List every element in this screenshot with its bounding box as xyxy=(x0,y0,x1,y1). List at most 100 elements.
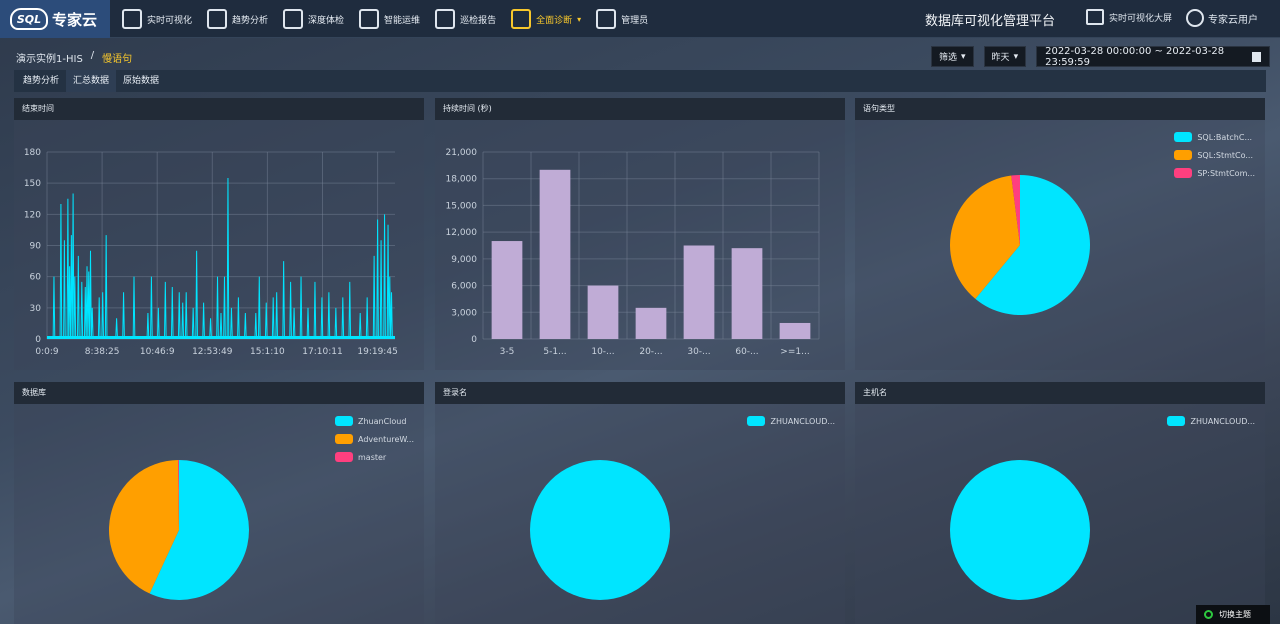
y-tick-label: 30 xyxy=(30,304,42,314)
date-range-picker[interactable]: 2022-03-28 00:00:00 ~ 2022-03-28 23:59:5… xyxy=(1036,45,1271,68)
main-nav: 实时可视化 趋势分析 深度体检 智能运维 巡检报告 全面诊断 ▾ 管理员 xyxy=(122,0,663,38)
sub-tabs: 趋势分析 汇总数据 原始数据 xyxy=(14,70,1266,92)
panel-login: 登录名 ZHUANCLOUD... xyxy=(435,382,845,624)
legend-label: ZHUANCLOUD... xyxy=(770,416,835,426)
nav-item-3[interactable]: 智能运维 xyxy=(359,9,420,29)
user-menu[interactable]: 专家云用户 xyxy=(1186,9,1258,27)
pie-slice[interactable] xyxy=(178,460,179,530)
period-label: 昨天 xyxy=(991,53,1010,63)
bigscreen-link[interactable]: 实时可视化大屏 xyxy=(1086,9,1172,25)
tab-2[interactable]: 原始数据 xyxy=(123,76,160,86)
nav-item-0[interactable]: 实时可视化 xyxy=(122,9,192,29)
legend-item[interactable]: ZHUANCLOUD... xyxy=(747,416,835,426)
panel-title: 数据库 xyxy=(14,382,424,404)
pie-slice[interactable] xyxy=(1011,175,1020,245)
filter-bar: 筛选 ▾ 昨天 ▾ 2022-03-28 00:00:00 ~ 2022-03-… xyxy=(931,45,1271,68)
diagnosis-icon xyxy=(511,9,532,29)
x-tick-label: 8:38:25 xyxy=(85,347,120,357)
brand-name: 专家云 xyxy=(52,10,98,29)
pie-slice[interactable] xyxy=(975,175,1090,315)
legend-item[interactable]: SQL:BatchC... xyxy=(1174,132,1255,142)
monitor-icon xyxy=(1086,9,1104,25)
nav-item-6[interactable]: 管理员 xyxy=(596,9,648,29)
panel-database: 数据库 ZhuanCloud AdventureW... master xyxy=(14,382,424,624)
y-tick-label: 3,000 xyxy=(451,308,477,318)
x-tick-label: 5-1... xyxy=(543,347,566,357)
y-tick-label: 9,000 xyxy=(451,255,477,265)
period-dropdown[interactable]: 昨天 ▾ xyxy=(983,46,1027,67)
duration-bar[interactable] xyxy=(779,322,811,339)
date-range-value: 2022-03-28 00:00:00 ~ 2022-03-28 23:59:5… xyxy=(1045,45,1225,68)
nav-item-label: 全面诊断 xyxy=(536,15,573,26)
end-time-series-line xyxy=(47,177,395,338)
y-tick-label: 6,000 xyxy=(451,282,477,292)
panel-title: 登录名 xyxy=(435,382,845,404)
login-legend: ZHUANCLOUD... xyxy=(747,416,835,426)
nav-item-1[interactable]: 趋势分析 xyxy=(207,9,268,29)
chevron-down-icon: ▾ xyxy=(961,51,966,62)
baseline-band xyxy=(47,336,395,339)
tab-0[interactable]: 趋势分析 xyxy=(23,76,60,86)
theme-toggle-button[interactable]: 切换主题 xyxy=(1196,605,1270,624)
legend-item[interactable]: SP:StmtCom... xyxy=(1174,168,1255,178)
nav-item-4[interactable]: 巡检报告 xyxy=(435,9,496,29)
legend-swatch xyxy=(335,452,353,462)
x-tick-label: 0:0:9 xyxy=(35,347,59,357)
x-tick-label: 10-... xyxy=(591,347,614,357)
legend-item[interactable]: ZhuanCloud xyxy=(335,416,414,426)
x-tick-label: 3-5 xyxy=(500,347,515,357)
pie-slice[interactable] xyxy=(109,460,179,594)
nav-item-label: 巡检报告 xyxy=(460,15,497,26)
chevron-down-icon: ▾ xyxy=(577,14,582,24)
statement-type-legend: SQL:BatchC... SQL:StmtCo... SP:StmtCom... xyxy=(1174,132,1255,178)
duration-bar[interactable] xyxy=(491,241,523,339)
legend-item[interactable]: AdventureW... xyxy=(335,434,414,444)
duration-bar[interactable] xyxy=(587,285,619,339)
panel-host: 主机名 ZHUANCLOUD... xyxy=(855,382,1265,624)
legend-label: ZhuanCloud xyxy=(358,416,407,426)
x-tick-label: 10:46:9 xyxy=(140,347,175,357)
filter-dropdown[interactable]: 筛选 ▾ xyxy=(931,46,974,67)
host-legend: ZHUANCLOUD... xyxy=(1167,416,1255,426)
duration-bar[interactable] xyxy=(635,307,667,339)
y-tick-label: 21,000 xyxy=(446,148,478,158)
pie-slice[interactable] xyxy=(950,460,1090,600)
x-tick-label: 15:1:10 xyxy=(250,347,285,357)
nav-item-5[interactable]: 全面诊断 ▾ xyxy=(511,9,581,29)
duration-bar[interactable] xyxy=(731,248,763,339)
legend-swatch xyxy=(747,416,766,426)
legend-label: SQL:BatchC... xyxy=(1197,132,1253,142)
breadcrumb-separator: / xyxy=(90,50,95,61)
y-tick-label: 18,000 xyxy=(446,175,478,185)
y-tick-label: 120 xyxy=(24,210,41,220)
y-tick-label: 0 xyxy=(35,335,41,345)
tab-1[interactable]: 汇总数据 xyxy=(66,70,117,92)
pie-slice[interactable] xyxy=(950,175,1020,299)
legend-item[interactable]: SQL:StmtCo... xyxy=(1174,150,1255,160)
calendar-icon[interactable] xyxy=(1251,51,1262,62)
x-tick-label: 60-... xyxy=(735,347,758,357)
user-label: 专家云用户 xyxy=(1208,14,1258,26)
nav-item-2[interactable]: 深度体检 xyxy=(283,9,344,29)
pie-slice[interactable] xyxy=(530,460,670,600)
legend-item[interactable]: ZHUANCLOUD... xyxy=(1167,416,1255,426)
y-tick-label: 12,000 xyxy=(446,228,478,238)
panel-end-time: 结束时间 0 30 60 90 120 150 180 0:0:9 8:38:25 10:46:9… xyxy=(14,98,424,370)
duration-bar[interactable] xyxy=(539,169,571,339)
breadcrumb-instance[interactable]: 演示实例1-HIS xyxy=(16,54,83,65)
x-tick-label: 19:19:45 xyxy=(357,347,397,357)
top-navigation-bar: SQL 专家云 实时可视化 趋势分析 深度体检 智能运维 巡检报告 全面诊断 ▾ 管理员 数据… xyxy=(0,0,1280,38)
nav-item-label: 实时可视化 xyxy=(147,15,193,26)
breadcrumb-current: 慢语句 xyxy=(102,54,133,65)
nav-item-label: 智能运维 xyxy=(384,15,421,26)
legend-item[interactable]: master xyxy=(335,452,414,462)
duration-bar[interactable] xyxy=(683,245,715,340)
brand-logo[interactable]: SQL 专家云 xyxy=(0,0,110,38)
panel-title: 持续时间 (秒) xyxy=(435,98,845,120)
panel-title: 结束时间 xyxy=(14,98,424,120)
y-tick-label: 150 xyxy=(24,179,41,189)
panel-statement-type: 语句类型 SQL:BatchC... SQL:StmtCo... SP:StmtCo… xyxy=(855,98,1265,370)
pie-slice[interactable] xyxy=(149,460,250,600)
bigscreen-label: 实时可视化大屏 xyxy=(1109,13,1173,24)
x-tick-label: >=1... xyxy=(780,347,809,357)
